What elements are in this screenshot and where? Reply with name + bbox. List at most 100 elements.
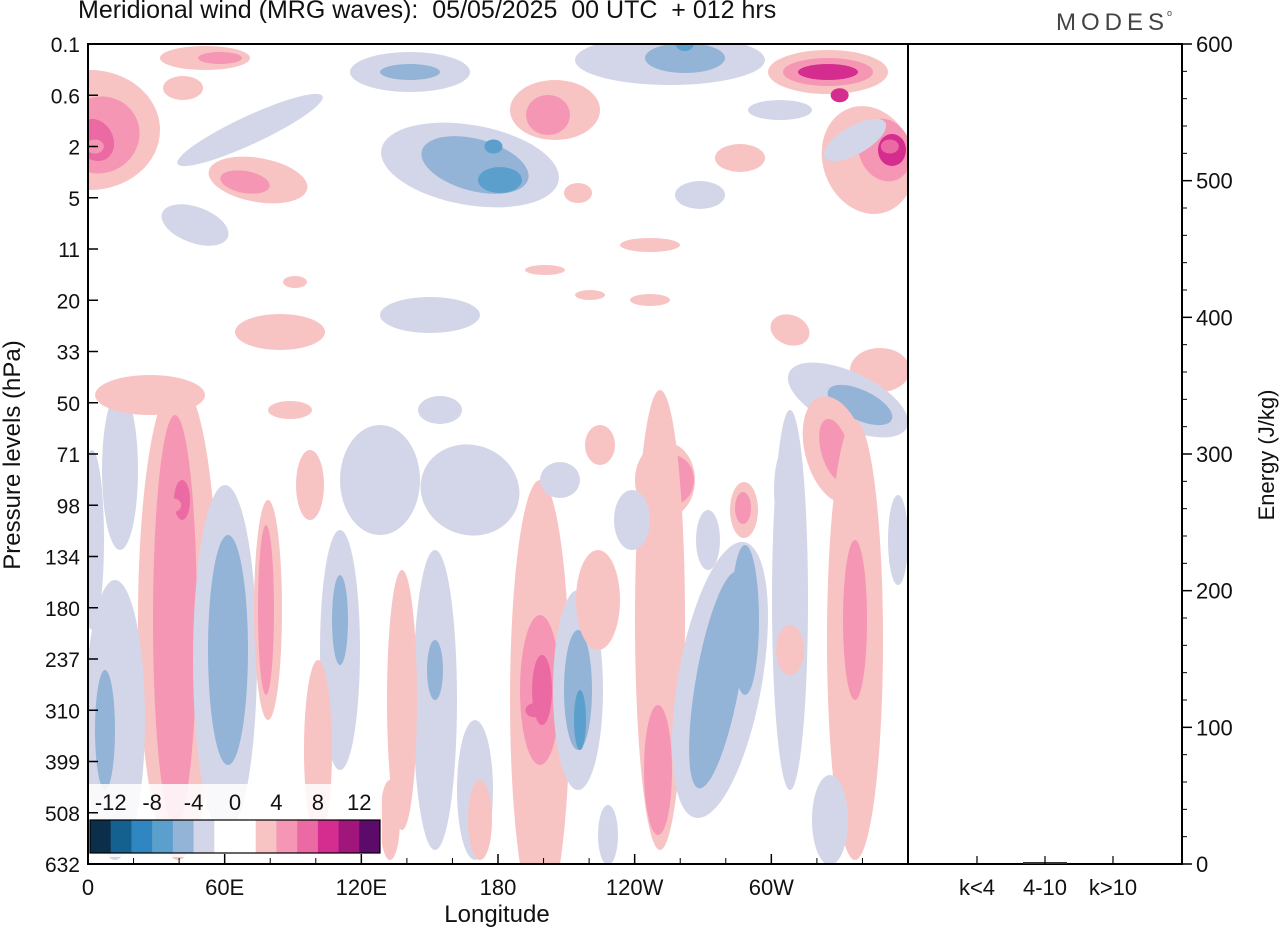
contour-patch (153, 415, 197, 825)
contour-patch (163, 76, 203, 100)
x-tick-label: 0 (82, 875, 94, 900)
contour-patch (198, 52, 242, 64)
y-tick-label: 0.1 (51, 34, 80, 57)
contour-patch (88, 450, 104, 630)
contour-patch (575, 290, 605, 300)
contour-patch (735, 492, 751, 524)
contour-patch (427, 640, 443, 700)
y-tick-label: 0.6 (51, 85, 80, 108)
contour-patch (95, 375, 205, 415)
energy-bars: k<4 4-10 k>10 (959, 856, 1137, 900)
contour-patch (296, 450, 324, 520)
colorbar-swatch (90, 820, 112, 853)
contour-patch (645, 44, 725, 73)
contour-patch (220, 170, 270, 194)
contour-patch (776, 625, 804, 675)
y-axis-label: Pressure levels (hPa) (0, 340, 26, 569)
y-tick-label: 20 (57, 290, 80, 313)
x-axis-label: Longitude (444, 901, 549, 928)
colorbar-tick-label: 12 (347, 790, 371, 815)
contour-patch (420, 444, 520, 536)
x-tick-label: 120W (606, 875, 664, 900)
energy-axis-ticks: 0 100 200 300 400 500 600 (1182, 32, 1233, 877)
contour-patch (478, 167, 522, 193)
colorbar-swatch (338, 820, 360, 853)
contour-patch (620, 238, 680, 252)
chart-title: Meridional wind (MRG waves): 05/05/2025 … (78, 0, 777, 24)
contour-patch (468, 780, 492, 860)
contour-patch (340, 425, 420, 535)
contour-peak (880, 139, 899, 154)
contour-patch (387, 570, 417, 830)
contour-patch (644, 705, 672, 835)
colorbar-swatch (297, 820, 319, 853)
energy-tick-label: 300 (1196, 442, 1233, 467)
contour-patch (812, 775, 848, 864)
colorbar-swatch (152, 820, 174, 853)
colorbar-swatch (110, 820, 132, 853)
contour-patch (715, 144, 765, 172)
contour-patch (630, 294, 670, 306)
energy-category-label: 4-10 (1023, 875, 1067, 900)
contour-patch (614, 490, 650, 550)
contour-patch (418, 396, 462, 424)
colorbar-tick-label: -4 (184, 790, 204, 815)
energy-tick-label: 0 (1196, 852, 1208, 877)
energy-tick-label: 400 (1196, 305, 1233, 330)
y-tick-label: 180 (45, 598, 80, 621)
colorbar-swatch (235, 820, 257, 853)
y-tick-label: 5 (68, 188, 80, 211)
contour-patch (235, 314, 325, 350)
contour-patch (888, 495, 908, 585)
energy-tick-label: 500 (1196, 169, 1233, 194)
colorbar-swatch (276, 820, 298, 853)
energy-tick-label: 200 (1196, 579, 1233, 604)
y-tick-label: 310 (45, 700, 80, 723)
contour-patch (748, 100, 812, 120)
y-tick-label: 399 (45, 752, 80, 775)
colorbar-swatch (255, 820, 277, 853)
colorbar-swatch (359, 820, 381, 853)
contour-patch (576, 550, 620, 650)
y-tick-label: 11 (58, 239, 80, 262)
energy-category-label: k>10 (1089, 875, 1137, 900)
energy-category-label: k<4 (959, 875, 995, 900)
energy-frame (907, 43, 1183, 865)
contour-patch (823, 118, 887, 162)
x-tick-label: 180 (480, 875, 517, 900)
y-tick-label: 2 (68, 137, 80, 160)
contour-patch (585, 425, 615, 465)
contour-patch (675, 181, 725, 209)
colorbar-tick-label: -8 (142, 790, 162, 815)
contour-patch (268, 401, 312, 419)
colorbar-tick-label: -12 (95, 790, 127, 815)
colorbar-frame (89, 819, 381, 854)
y-axis-ticks: 0.1 0.6 2 5 11 20 33 50 71 98 134 180 237 310 399 508 63… (45, 34, 98, 877)
contour-peak (163, 498, 182, 513)
colorbar-tick-label: 0 (229, 790, 241, 815)
colorbar-tick-label: 8 (312, 790, 324, 815)
contour-patch (208, 535, 248, 765)
contour-patch (380, 297, 480, 333)
contour-patch (774, 450, 794, 530)
contour-patch (526, 95, 570, 135)
contour-patch (283, 276, 307, 288)
contour-patch (798, 64, 858, 80)
contour-patch (161, 204, 229, 246)
x-tick-label: 60E (205, 875, 244, 900)
contour-patch (598, 805, 618, 864)
energy-tick-label: 100 (1196, 715, 1233, 740)
contour-patch (380, 780, 400, 860)
colorbar-swatch (131, 820, 153, 853)
contour-patch (332, 575, 348, 665)
contour-patch (770, 314, 810, 346)
x-tick-label: 120E (336, 875, 387, 900)
y-tick-label: 508 (45, 803, 80, 826)
contour-patch (574, 690, 586, 750)
contour-patch (95, 670, 115, 790)
x-axis-ticks: 0 60E 120E 180 120W 60W (82, 854, 863, 900)
colorbar-swatch (193, 820, 215, 853)
contour-patch (843, 540, 867, 700)
contour-patch (102, 390, 138, 550)
colorbar: -12 -8 -4 0 4 8 12 (88, 784, 382, 857)
